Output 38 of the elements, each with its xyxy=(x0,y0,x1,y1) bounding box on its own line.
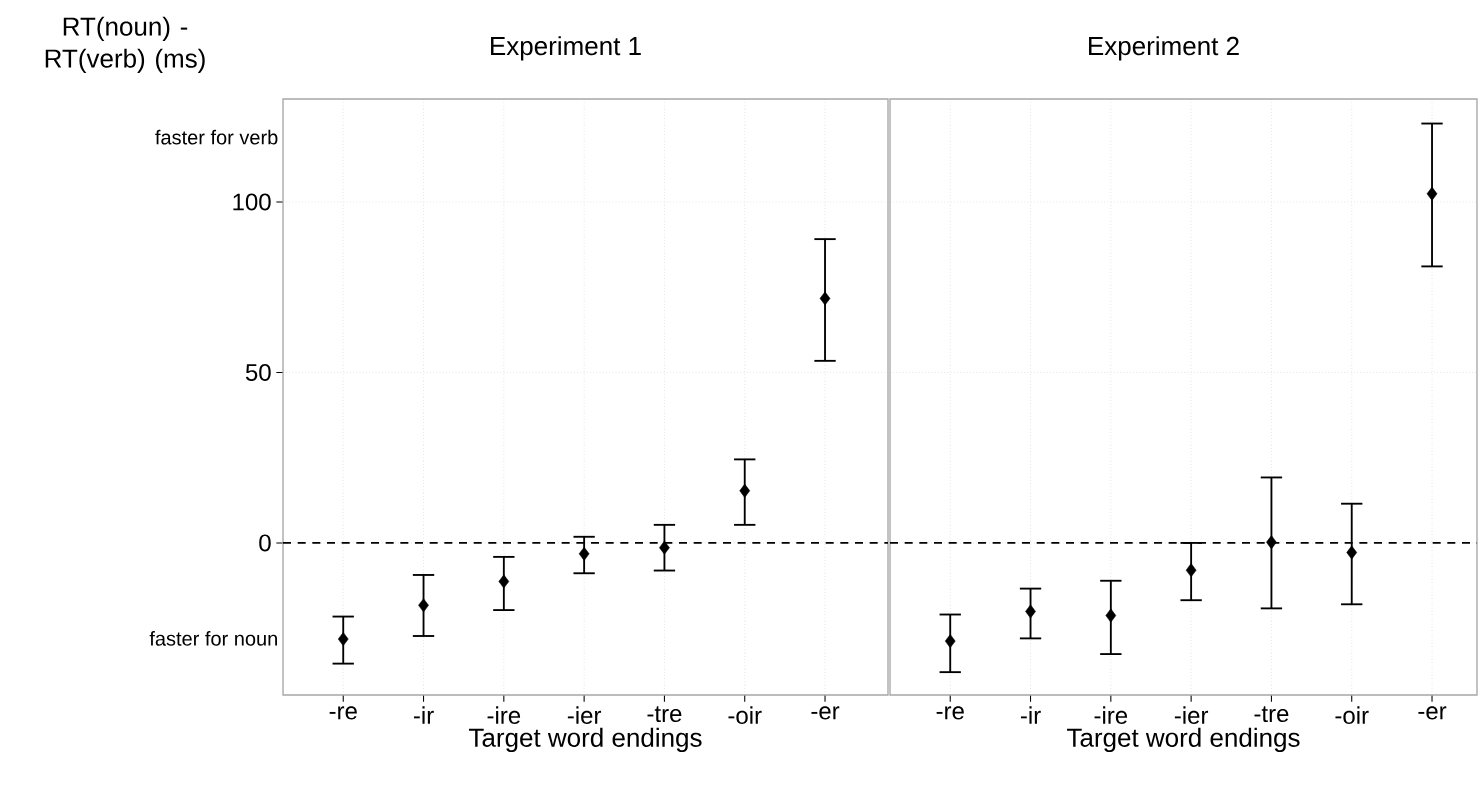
point xyxy=(944,634,956,649)
y-axis-title: RT(noun) - RT(verb) (ms) xyxy=(45,16,205,73)
x-tick-label: -oir xyxy=(728,706,762,724)
point xyxy=(578,546,590,561)
y-tick-label: 0 xyxy=(259,534,271,552)
x-tick-label: -ir xyxy=(1020,706,1041,724)
point xyxy=(1025,604,1036,619)
point xyxy=(739,483,750,498)
y-tick-label: faster for verb xyxy=(155,129,278,145)
point xyxy=(498,574,510,589)
x-tick-label: -ir xyxy=(413,706,434,724)
x-tick-label: -ire xyxy=(487,706,521,724)
chart-title: Experiment 1 xyxy=(491,36,641,61)
x-tick-label: -ire xyxy=(1094,706,1128,724)
point xyxy=(1105,608,1117,623)
point xyxy=(337,632,349,646)
x-tick-label: -tre xyxy=(647,706,682,723)
x-tick-label: -ier xyxy=(1174,706,1209,724)
point xyxy=(1346,545,1357,560)
x-axis-title: Target word endings xyxy=(1067,727,1300,753)
chart-title: Experiment 2 xyxy=(1089,36,1239,61)
x-tick-label: -er xyxy=(1418,706,1447,720)
x-tick-label: -re xyxy=(936,706,964,720)
point xyxy=(418,598,429,613)
x-tick-label: -oir xyxy=(1335,706,1369,724)
y-tick-label: faster for noun xyxy=(149,631,277,646)
point xyxy=(1426,186,1438,201)
point xyxy=(1266,535,1277,550)
point xyxy=(659,540,670,555)
x-tick-label: -ier xyxy=(567,706,602,724)
x-axis-title: Target word endings xyxy=(469,727,702,753)
y-tick-label: 50 xyxy=(245,363,271,381)
y-tick-label: 100 xyxy=(233,193,271,211)
x-tick-label: -er xyxy=(811,706,840,720)
x-tick-label: -re xyxy=(329,706,357,720)
x-tick-label: -tre xyxy=(1254,706,1289,723)
point xyxy=(819,291,831,306)
point xyxy=(1185,563,1197,578)
